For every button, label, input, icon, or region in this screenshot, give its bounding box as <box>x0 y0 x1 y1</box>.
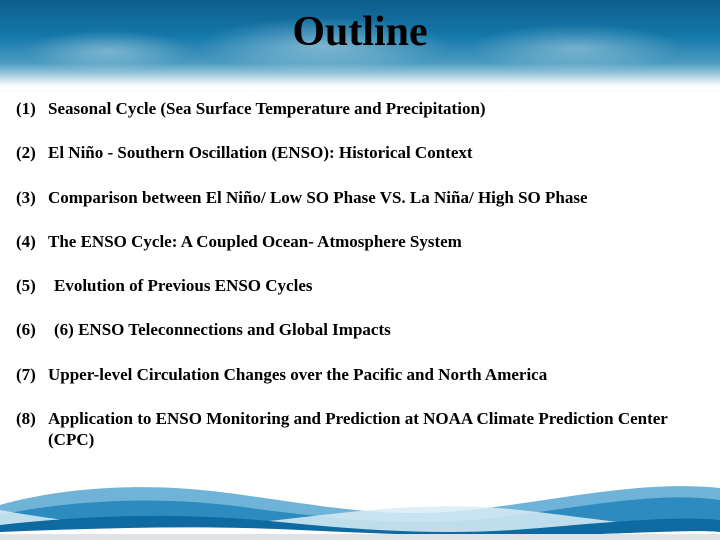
item-text: Application to ENSO Monitoring and Predi… <box>48 408 700 451</box>
list-item: (7) Upper-level Circulation Changes over… <box>16 364 700 385</box>
list-item: (8) Application to ENSO Monitoring and P… <box>16 408 700 451</box>
item-number: (2) <box>16 142 48 163</box>
outline-list: (1) Seasonal Cycle (Sea Surface Temperat… <box>16 98 700 473</box>
item-text: El Niño - Southern Oscillation (ENSO): H… <box>48 142 700 163</box>
item-number: (4) <box>16 231 48 252</box>
item-number: (8) <box>16 408 48 451</box>
item-text: (6) ENSO Teleconnections and Global Impa… <box>48 319 700 340</box>
list-item: (1) Seasonal Cycle (Sea Surface Temperat… <box>16 98 700 119</box>
item-text: Seasonal Cycle (Sea Surface Temperature … <box>48 98 700 119</box>
item-number: (5) <box>16 275 48 296</box>
slide-title: Outline <box>0 8 720 56</box>
list-item: (5) Evolution of Previous ENSO Cycles <box>16 275 700 296</box>
item-text: Upper-level Circulation Changes over the… <box>48 364 700 385</box>
bottom-bar <box>0 534 720 540</box>
slide: Outline (1) Seasonal Cycle (Sea Surface … <box>0 0 720 540</box>
item-number: (7) <box>16 364 48 385</box>
item-number: (3) <box>16 187 48 208</box>
list-item: (6) (6) ENSO Teleconnections and Global … <box>16 319 700 340</box>
item-text: Comparison between El Niño/ Low SO Phase… <box>48 187 700 208</box>
list-item: (3) Comparison between El Niño/ Low SO P… <box>16 187 700 208</box>
item-text: The ENSO Cycle: A Coupled Ocean- Atmosph… <box>48 231 700 252</box>
item-number: (1) <box>16 98 48 119</box>
wave-decoration <box>0 470 720 540</box>
list-item: (4) The ENSO Cycle: A Coupled Ocean- Atm… <box>16 231 700 252</box>
list-item: (2) El Niño - Southern Oscillation (ENSO… <box>16 142 700 163</box>
item-number: (6) <box>16 319 48 340</box>
item-text: Evolution of Previous ENSO Cycles <box>48 275 700 296</box>
